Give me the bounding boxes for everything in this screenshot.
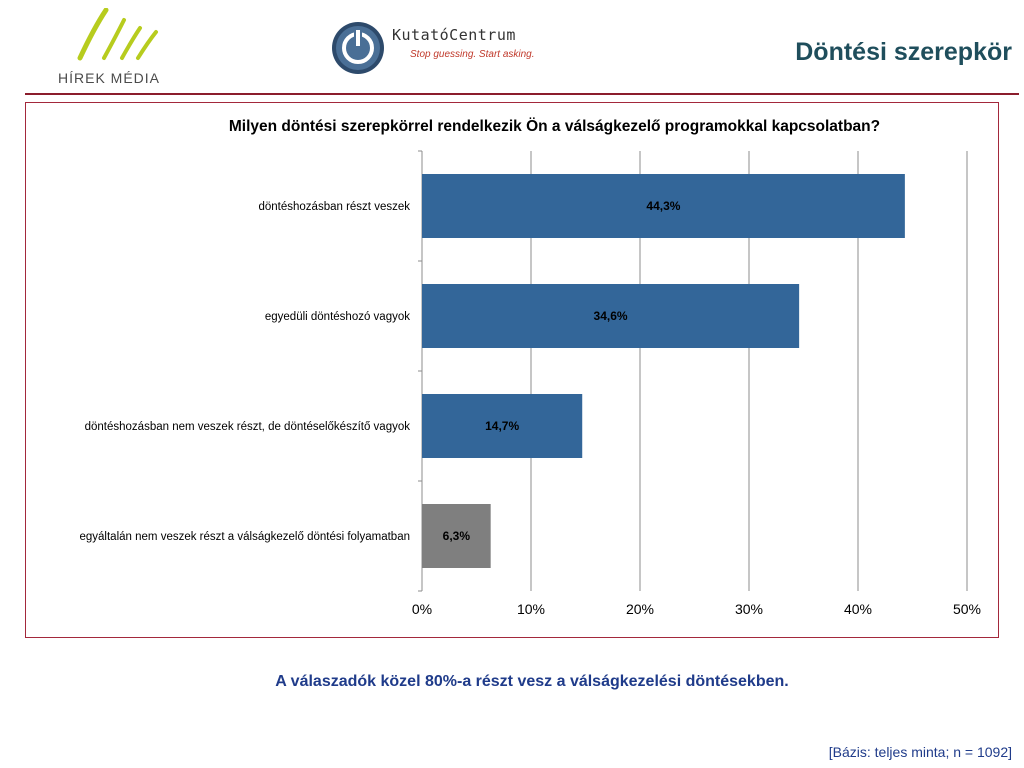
chart-title: Milyen döntési szerepkörrel rendelkezik …: [229, 118, 880, 135]
category-label: egyáltalán nem veszek részt a válságkeze…: [80, 531, 411, 543]
category-label: döntéshozásban részt veszek: [258, 201, 410, 213]
x-tick-label: 30%: [735, 601, 763, 617]
hirek-media-logo-text: HÍREK MÉDIA: [58, 70, 161, 86]
hirek-media-wave-icon: [77, 8, 158, 61]
kutatocentrum-power-icon: [332, 22, 384, 74]
data-label: 14,7%: [485, 419, 519, 433]
data-label: 34,6%: [594, 309, 628, 323]
chart-frame: Milyen döntési szerepkörrel rendelkezik …: [25, 102, 999, 638]
x-tick-label: 0%: [412, 601, 432, 617]
x-tick-label: 10%: [517, 601, 545, 617]
kutatocentrum-name: KutatóCentrum: [392, 26, 516, 44]
kutatocentrum-logo: KutatóCentrum Stop guessing. Start askin…: [330, 20, 570, 76]
data-label: 44,3%: [646, 199, 680, 213]
x-tick-label: 20%: [626, 601, 654, 617]
slide-title: Döntési szerepkör: [795, 38, 1012, 66]
bar: [422, 284, 800, 348]
bar: [422, 394, 583, 458]
bar-chart: Milyen döntési szerepkörrel rendelkezik …: [80, 118, 982, 617]
kutatocentrum-slogan: Stop guessing. Start asking.: [410, 49, 535, 60]
base-footnote: [Bázis: teljes minta; n = 1092]: [828, 744, 1012, 760]
x-tick-label: 40%: [844, 601, 872, 617]
header-divider: [25, 93, 1019, 95]
bar: [422, 504, 491, 568]
x-tick-label: 50%: [953, 601, 981, 617]
category-label: döntéshozásban nem veszek részt, de dönt…: [85, 421, 411, 433]
bar: [422, 174, 905, 238]
category-label: egyedüli döntéshozó vagyok: [265, 311, 410, 323]
conclusion-text: A válaszadók közel 80%-a részt vesz a vá…: [275, 673, 789, 690]
data-label: 6,3%: [443, 529, 471, 543]
hirek-media-logo: HÍREK MÉDIA: [58, 8, 183, 86]
